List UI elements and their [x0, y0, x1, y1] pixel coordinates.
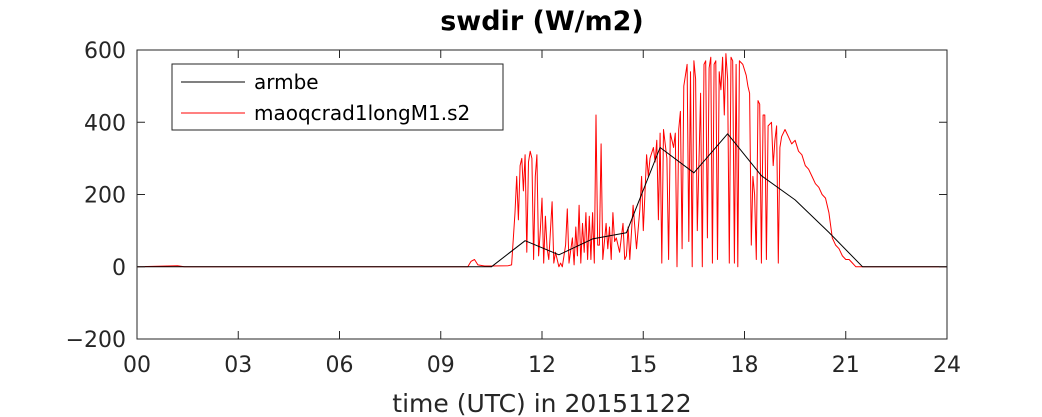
x-tick-label: 12: [528, 353, 556, 378]
y-tick-label: −200: [66, 328, 126, 353]
x-tick-label: 03: [224, 353, 252, 378]
legend-box: [171, 63, 504, 131]
y-tick-label: 200: [84, 184, 126, 209]
x-tick-label: 09: [427, 353, 455, 378]
y-tick-label: 400: [84, 111, 126, 136]
x-tick-labels: 00 03 06 09 12 15 18 21 24: [123, 353, 961, 378]
chart-title: swdir (W/m2): [440, 6, 644, 37]
x-tick-label: 18: [731, 353, 759, 378]
series-layer: [136, 53, 947, 268]
plot-frame: [136, 49, 948, 340]
x-tick-label: 15: [629, 353, 657, 378]
y-tick-label: 0: [112, 256, 126, 281]
x-tick-label: 00: [123, 353, 151, 378]
y-tick-label: 600: [84, 39, 126, 64]
x-tick-label: 21: [832, 353, 860, 378]
series-line-armbe: [137, 133, 947, 268]
x-axis-label: time (UTC) in 20151122: [392, 389, 691, 417]
legend-label-armbe: armbe: [254, 70, 319, 94]
x-tick-label: 06: [326, 353, 354, 378]
x-tick-label: 24: [933, 353, 961, 378]
legend: armbe maoqcrad1longM1.s2: [171, 63, 504, 131]
y-tick-labels: −200 0 200 400 600: [66, 39, 126, 353]
legend-label-maoqcrad: maoqcrad1longM1.s2: [254, 101, 470, 125]
series-line-maoqcrad1longm1-s2: [136, 53, 947, 268]
